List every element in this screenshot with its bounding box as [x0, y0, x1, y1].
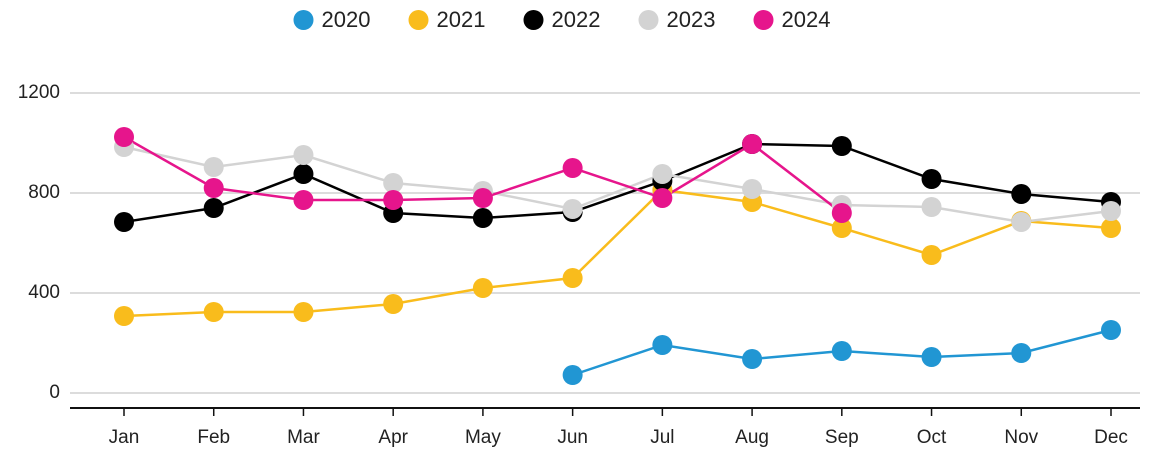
- data-point: [203, 178, 224, 198]
- legend-marker: [408, 10, 429, 30]
- data-point: [921, 197, 942, 217]
- legend-label: 2024: [782, 7, 831, 32]
- x-tick-label: Jan: [109, 427, 140, 448]
- data-point: [921, 347, 942, 367]
- data-point: [472, 208, 493, 228]
- legend-marker: [523, 10, 544, 30]
- x-tick-label: Dec: [1094, 427, 1128, 448]
- data-point: [114, 127, 134, 147]
- data-point: [293, 302, 314, 322]
- data-point: [1101, 218, 1121, 238]
- data-point: [1011, 184, 1032, 204]
- legend-label: 2021: [437, 7, 486, 32]
- data-point: [921, 169, 942, 189]
- data-point: [1101, 201, 1121, 221]
- legend-label: 2022: [552, 7, 601, 32]
- y-tick-label: 0: [49, 382, 60, 403]
- legend-marker: [638, 10, 659, 30]
- data-point: [114, 212, 134, 232]
- data-point: [293, 145, 314, 165]
- data-point: [652, 164, 673, 184]
- data-point: [1011, 343, 1032, 363]
- x-tick-label: Sep: [825, 427, 859, 448]
- data-point: [652, 188, 673, 208]
- data-point: [1101, 320, 1121, 340]
- data-point: [921, 245, 942, 265]
- data-point: [114, 306, 134, 326]
- series-line: [123, 188, 1112, 318]
- x-tick-label: Mar: [287, 427, 320, 448]
- data-point: [293, 190, 314, 210]
- legend-marker: [753, 10, 774, 30]
- data-point: [742, 134, 763, 154]
- data-point: [562, 199, 583, 219]
- legend-label: 2023: [667, 7, 716, 32]
- data-point: [831, 341, 852, 361]
- y-tick-label: 400: [28, 282, 60, 303]
- legend: 2020 2021 2022 2023 2024: [293, 7, 831, 32]
- data-point: [1011, 212, 1032, 232]
- data-point: [562, 158, 583, 178]
- data-point: [383, 190, 404, 210]
- data-point: [831, 136, 852, 156]
- legend-marker: [293, 10, 314, 30]
- data-point: [742, 179, 763, 199]
- y-tick-label: 1200: [18, 82, 60, 103]
- data-point: [383, 294, 404, 314]
- x-tick-label: Jul: [650, 427, 674, 448]
- x-tick-label: May: [465, 427, 501, 448]
- data-point: [562, 365, 583, 385]
- data-point: [203, 157, 224, 177]
- data-point: [742, 349, 763, 369]
- series-line: [123, 142, 1112, 224]
- y-tick-label: 800: [28, 182, 60, 203]
- data-point: [652, 335, 673, 355]
- x-tick-label: Jun: [557, 427, 588, 448]
- x-tick-label: Feb: [197, 427, 230, 448]
- data-point: [383, 173, 404, 193]
- data-point: [562, 268, 583, 288]
- series-line: [123, 145, 1112, 224]
- legend-label: 2020: [322, 7, 371, 32]
- x-tick-label: Nov: [1004, 427, 1038, 448]
- data-point: [831, 218, 852, 238]
- x-tick-label: Aug: [735, 427, 769, 448]
- data-point: [203, 198, 224, 218]
- data-point: [831, 203, 852, 223]
- data-point: [203, 302, 224, 322]
- x-tick-label: Oct: [917, 427, 947, 448]
- data-point: [472, 278, 493, 298]
- data-point: [472, 188, 493, 208]
- x-tick-label: Apr: [378, 427, 408, 448]
- data-point: [293, 164, 314, 184]
